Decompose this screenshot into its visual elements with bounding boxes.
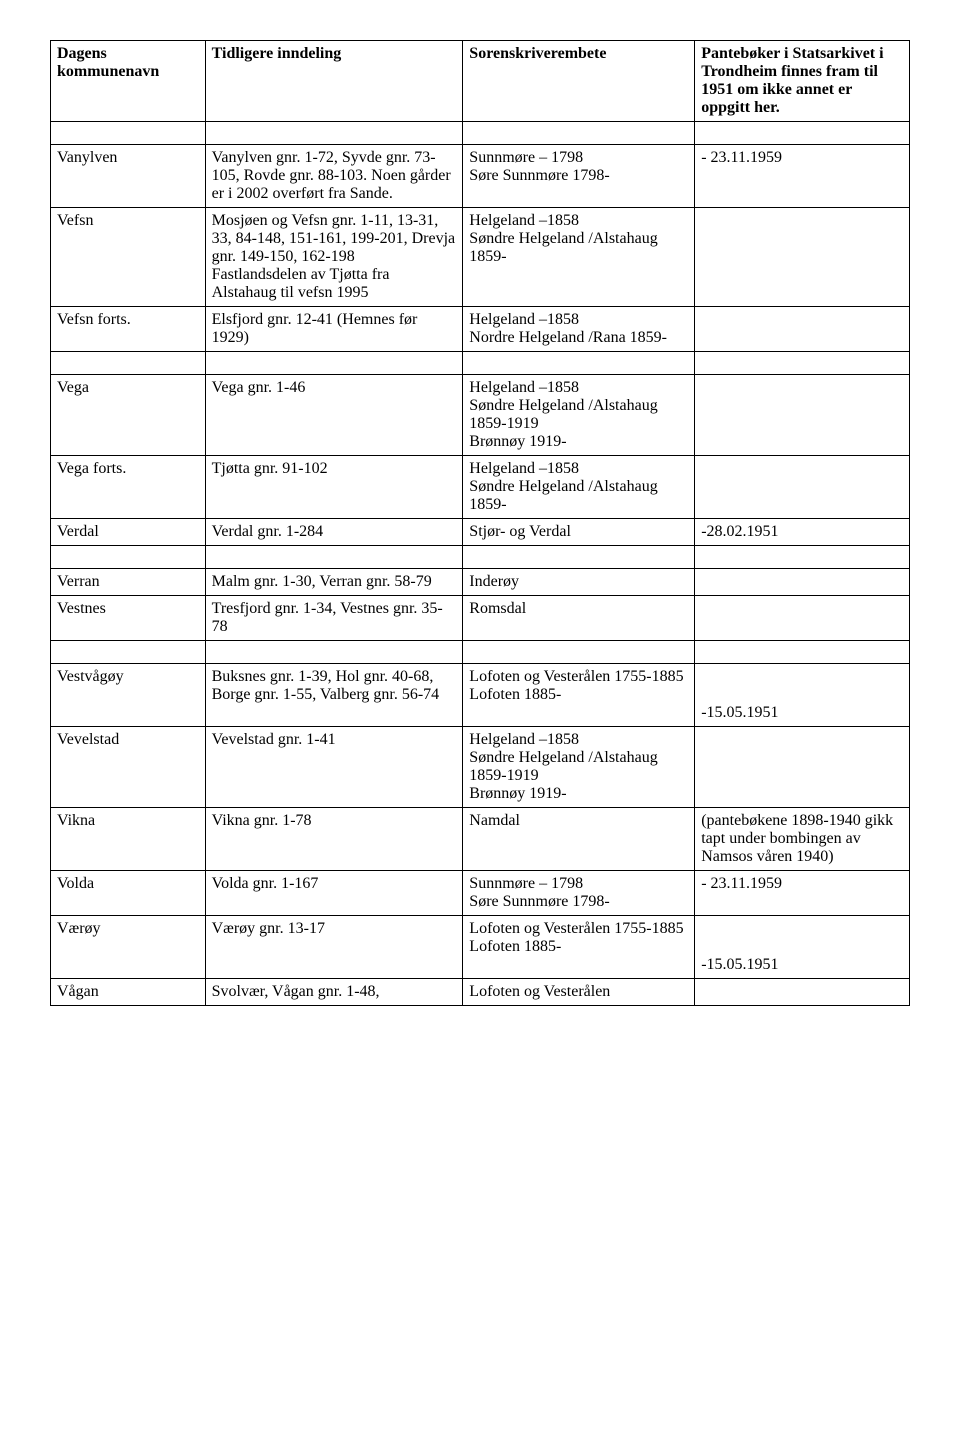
table-cell — [205, 546, 463, 569]
table-cell: Vestvågøy — [51, 664, 206, 727]
table-cell: Vega gnr. 1-46 — [205, 375, 463, 456]
table-row: VevelstadVevelstad gnr. 1-41Helgeland –1… — [51, 727, 910, 808]
table-cell — [205, 122, 463, 145]
table-cell: Vikna — [51, 808, 206, 871]
table-cell — [205, 641, 463, 664]
table-cell — [695, 456, 910, 519]
table-row — [51, 641, 910, 664]
table-row: VerdalVerdal gnr. 1-284Stjør- og Verdal-… — [51, 519, 910, 546]
table-cell — [51, 546, 206, 569]
table-cell — [695, 352, 910, 375]
table-row: VærøyVærøy gnr. 13-17Lofoten og Vesterål… — [51, 916, 910, 979]
table-cell: Volda gnr. 1-167 — [205, 871, 463, 916]
table-cell: Stjør- og Verdal — [463, 519, 695, 546]
table-cell: Vefsn — [51, 208, 206, 307]
table-cell: Romsdal — [463, 596, 695, 641]
table-cell: -28.02.1951 — [695, 519, 910, 546]
table-cell: Sunnmøre – 1798Søre Sunnmøre 1798- — [463, 145, 695, 208]
table-row — [51, 122, 910, 145]
table-cell — [695, 569, 910, 596]
table-cell: Svolvær, Vågan gnr. 1-48, — [205, 979, 463, 1006]
table-cell: Vevelstad gnr. 1-41 — [205, 727, 463, 808]
table-cell: Verran — [51, 569, 206, 596]
table-cell: -15.05.1951 — [695, 664, 910, 727]
table-cell: Mosjøen og Vefsn gnr. 1-11, 13-31, 33, 8… — [205, 208, 463, 307]
table-cell: -15.05.1951 — [695, 916, 910, 979]
table-cell: Tresfjord gnr. 1-34, Vestnes gnr. 35-78 — [205, 596, 463, 641]
table-cell: Helgeland –1858Søndre Helgeland /Alstaha… — [463, 456, 695, 519]
table-cell: Elsfjord gnr. 12-41 (Hemnes før 1929) — [205, 307, 463, 352]
table-cell: Værøy — [51, 916, 206, 979]
table-cell — [51, 352, 206, 375]
table-cell: Verdal — [51, 519, 206, 546]
table-cell: Lofoten og Vesterålen 1755-1885Lofoten 1… — [463, 916, 695, 979]
table-cell: Vanylven — [51, 145, 206, 208]
table-cell — [695, 375, 910, 456]
table-cell — [205, 352, 463, 375]
table-cell — [51, 641, 206, 664]
table-cell — [463, 546, 695, 569]
table-row: VanylvenVanylven gnr. 1-72, Syvde gnr. 7… — [51, 145, 910, 208]
table-row: VegaVega gnr. 1-46Helgeland –1858Søndre … — [51, 375, 910, 456]
table-cell: Verdal gnr. 1-284 — [205, 519, 463, 546]
header-col2: Tidligere inndeling — [205, 41, 463, 122]
table-cell: Volda — [51, 871, 206, 916]
table-cell: Inderøy — [463, 569, 695, 596]
table-cell: Vefsn forts. — [51, 307, 206, 352]
table-cell: Vega forts. — [51, 456, 206, 519]
table-cell — [695, 208, 910, 307]
table-cell: Buksnes gnr. 1-39, Hol gnr. 40-68, Borge… — [205, 664, 463, 727]
table-cell — [695, 596, 910, 641]
table-row: Vega forts.Tjøtta gnr. 91-102Helgeland –… — [51, 456, 910, 519]
table-cell: Lofoten og Vesterålen 1755-1885Lofoten 1… — [463, 664, 695, 727]
table-cell: Værøy gnr. 13-17 — [205, 916, 463, 979]
table-cell: Namdal — [463, 808, 695, 871]
table-row: ViknaVikna gnr. 1-78Namdal (pantebøkene … — [51, 808, 910, 871]
table-cell — [695, 122, 910, 145]
table-cell: Vågan — [51, 979, 206, 1006]
table-cell: Vikna gnr. 1-78 — [205, 808, 463, 871]
table-cell: Vanylven gnr. 1-72, Syvde gnr. 73-105, R… — [205, 145, 463, 208]
table-row: VefsnMosjøen og Vefsn gnr. 1-11, 13-31, … — [51, 208, 910, 307]
table-row: VestvågøyBuksnes gnr. 1-39, Hol gnr. 40-… — [51, 664, 910, 727]
table-cell: Lofoten og Vesterålen — [463, 979, 695, 1006]
table-row: VerranMalm gnr. 1-30, Verran gnr. 58-79I… — [51, 569, 910, 596]
table-cell: Sunnmøre – 1798Søre Sunnmøre 1798- — [463, 871, 695, 916]
table-cell — [463, 122, 695, 145]
table-cell: Malm gnr. 1-30, Verran gnr. 58-79 — [205, 569, 463, 596]
table-cell — [695, 307, 910, 352]
table-cell: Helgeland –1858Nordre Helgeland /Rana 18… — [463, 307, 695, 352]
table-cell: Helgeland –1858Søndre Helgeland /Alstaha… — [463, 208, 695, 307]
table-row — [51, 352, 910, 375]
table-cell: Vega — [51, 375, 206, 456]
header-col4: Pantebøker i Statsarkivet i Trondheim fi… — [695, 41, 910, 122]
table-body: VanylvenVanylven gnr. 1-72, Syvde gnr. 7… — [51, 122, 910, 1006]
table-cell — [695, 546, 910, 569]
table-row: VestnesTresfjord gnr. 1-34, Vestnes gnr.… — [51, 596, 910, 641]
table-row: VoldaVolda gnr. 1-167Sunnmøre – 1798Søre… — [51, 871, 910, 916]
table-cell — [51, 122, 206, 145]
table-cell — [695, 641, 910, 664]
table-cell — [463, 352, 695, 375]
table-cell — [695, 727, 910, 808]
header-col1: Dagens kommunenavn — [51, 41, 206, 122]
table-cell: - 23.11.1959 — [695, 871, 910, 916]
table-cell: Vevelstad — [51, 727, 206, 808]
table-row: Vefsn forts.Elsfjord gnr. 12-41 (Hemnes … — [51, 307, 910, 352]
table-cell — [695, 979, 910, 1006]
table-cell: Tjøtta gnr. 91-102 — [205, 456, 463, 519]
table-cell: - 23.11.1959 — [695, 145, 910, 208]
table-row: VåganSvolvær, Vågan gnr. 1-48,Lofoten og… — [51, 979, 910, 1006]
table-cell — [463, 641, 695, 664]
header-col3: Sorenskriverembete — [463, 41, 695, 122]
table-header-row: Dagens kommunenavn Tidligere inndeling S… — [51, 41, 910, 122]
table-cell: Helgeland –1858Søndre Helgeland /Alstaha… — [463, 727, 695, 808]
table-cell: Vestnes — [51, 596, 206, 641]
table-cell: Helgeland –1858Søndre Helgeland /Alstaha… — [463, 375, 695, 456]
document-table: Dagens kommunenavn Tidligere inndeling S… — [50, 40, 910, 1006]
table-cell: (pantebøkene 1898-1940 gikk tapt under b… — [695, 808, 910, 871]
table-row — [51, 546, 910, 569]
